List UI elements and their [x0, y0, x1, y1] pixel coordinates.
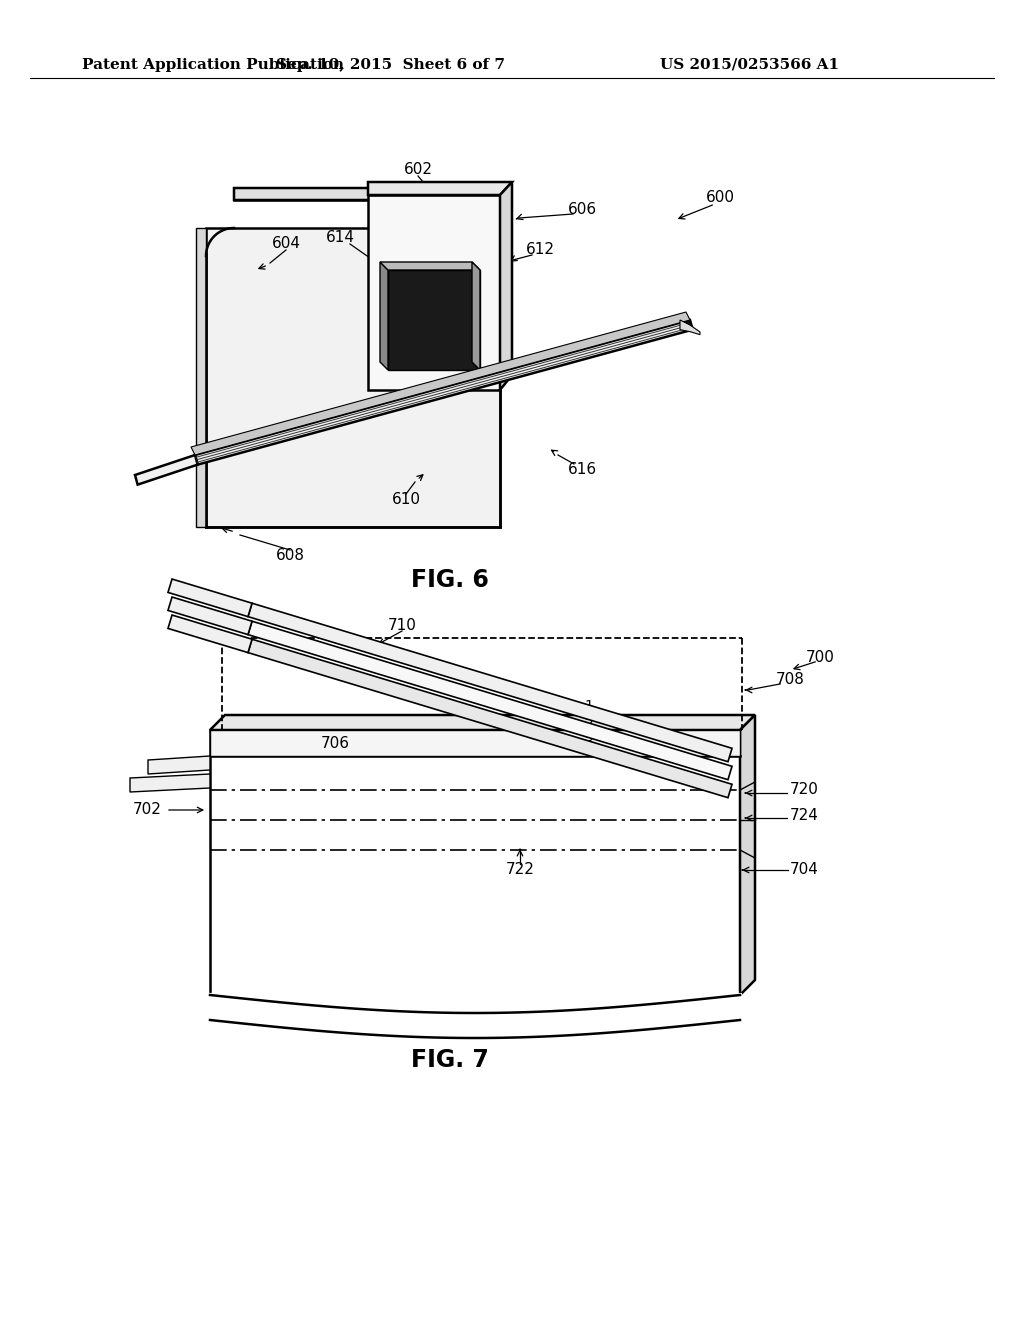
Polygon shape: [388, 271, 480, 370]
Polygon shape: [248, 622, 732, 780]
Polygon shape: [368, 182, 512, 195]
Polygon shape: [206, 228, 500, 527]
Text: 2: 2: [585, 717, 593, 731]
Polygon shape: [196, 228, 206, 527]
Text: 614: 614: [326, 231, 354, 246]
Polygon shape: [210, 715, 755, 730]
Text: 702: 702: [133, 803, 162, 817]
Text: 1: 1: [585, 700, 594, 713]
Text: 616: 616: [567, 462, 597, 478]
Text: 612: 612: [525, 243, 555, 257]
Polygon shape: [191, 312, 690, 455]
Text: 610: 610: [391, 492, 421, 507]
Polygon shape: [210, 730, 740, 995]
Text: 704: 704: [790, 862, 819, 878]
Polygon shape: [380, 261, 388, 370]
Text: 720: 720: [790, 783, 819, 797]
Polygon shape: [168, 579, 252, 616]
Polygon shape: [148, 756, 210, 774]
Text: 606: 606: [567, 202, 597, 218]
Text: 604: 604: [271, 236, 300, 252]
Text: 710: 710: [387, 618, 417, 632]
Text: FIG. 7: FIG. 7: [411, 1048, 488, 1072]
Polygon shape: [380, 261, 480, 271]
Text: FIG. 6: FIG. 6: [411, 568, 488, 591]
Text: Patent Application Publication: Patent Application Publication: [82, 58, 344, 73]
Polygon shape: [472, 261, 480, 370]
Polygon shape: [135, 455, 198, 484]
Polygon shape: [168, 615, 252, 652]
Polygon shape: [168, 597, 252, 635]
Text: 602: 602: [403, 162, 432, 177]
Polygon shape: [500, 182, 512, 389]
Polygon shape: [248, 603, 732, 762]
Text: 706: 706: [321, 735, 349, 751]
Text: 600: 600: [706, 190, 734, 206]
Polygon shape: [740, 715, 755, 995]
Text: Sep. 10, 2015  Sheet 6 of 7: Sep. 10, 2015 Sheet 6 of 7: [275, 58, 505, 73]
Text: US 2015/0253566 A1: US 2015/0253566 A1: [660, 58, 839, 73]
Polygon shape: [680, 319, 700, 335]
Text: 700: 700: [806, 649, 835, 664]
Text: 708: 708: [775, 672, 805, 688]
Polygon shape: [210, 730, 740, 756]
Polygon shape: [130, 774, 210, 792]
Polygon shape: [680, 319, 692, 330]
Text: 722: 722: [506, 862, 535, 878]
Polygon shape: [368, 195, 500, 389]
Text: 3: 3: [585, 735, 593, 750]
Polygon shape: [195, 319, 692, 465]
Text: 608: 608: [275, 549, 304, 564]
Polygon shape: [248, 639, 732, 797]
Polygon shape: [234, 187, 512, 201]
Text: 724: 724: [790, 808, 819, 822]
